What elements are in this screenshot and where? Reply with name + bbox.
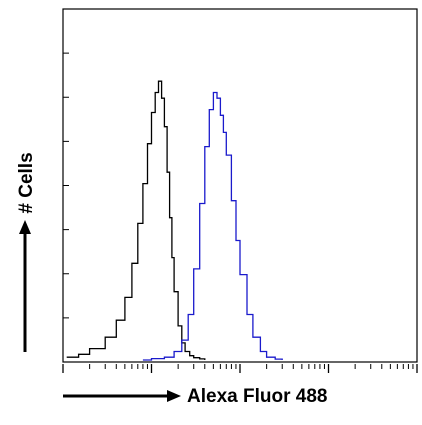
plot-frame bbox=[62, 8, 418, 363]
y-axis-label: # Cells bbox=[16, 152, 37, 213]
stained-histogram-line bbox=[142, 91, 283, 361]
x-axis-label: Alexa Fluor 488 bbox=[187, 386, 327, 407]
x-axis-ticks bbox=[62, 364, 418, 373]
y-axis-ticks bbox=[63, 8, 69, 319]
series-group bbox=[66, 80, 283, 361]
x-axis-arrow-head bbox=[167, 390, 181, 402]
control-histogram-line bbox=[66, 80, 206, 360]
y-axis-arrow-head bbox=[19, 220, 31, 234]
